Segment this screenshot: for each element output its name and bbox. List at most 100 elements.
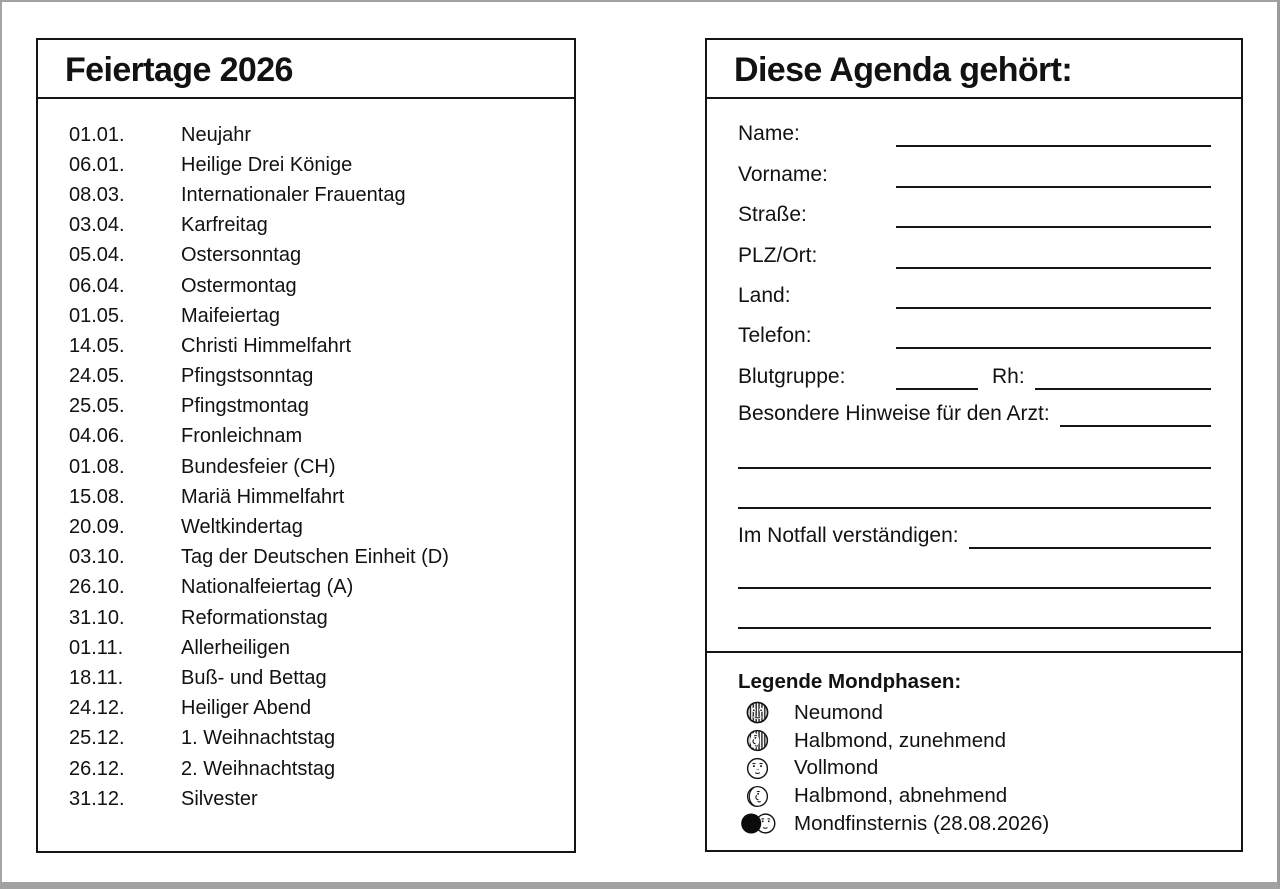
moon-legend-rows: Neumond Halbmond, zunehmend Vollmond Hal… [707, 699, 1241, 837]
form-row: Name: [738, 112, 1211, 152]
form-row: Land: [738, 274, 1211, 314]
holiday-row: 20.09. Weltkindertag [69, 512, 558, 542]
holiday-row: 03.10. Tag der Deutschen Einheit (D) [69, 543, 558, 573]
holiday-name: Karfreitag [181, 214, 268, 237]
holiday-name: 2. Weihnachtstag [181, 757, 336, 780]
holiday-date: 26.10. [69, 576, 125, 599]
holiday-date: 06.04. [69, 274, 125, 297]
holiday-row: 18.11. Buß- und Bettag [69, 663, 558, 693]
holiday-name: 1. Weihnachtstag [181, 727, 336, 750]
waning-half-moon-icon [746, 785, 776, 808]
holiday-name: Silvester [181, 787, 258, 810]
simple-field-rows: Name: Vorname: Straße: PLZ/Ort: [738, 112, 1211, 354]
fill-line [738, 587, 1211, 590]
fill-line [896, 306, 1211, 309]
holiday-date: 24.05. [69, 365, 125, 388]
form-row: Vorname: [738, 152, 1211, 192]
holiday-row: 15.08. Mariä Himmelfahrt [69, 482, 558, 512]
holiday-name: Heilige Drei Könige [181, 153, 353, 176]
holiday-name: Internationaler Frauentag [181, 183, 406, 206]
holiday-list: 01.01. Neujahr 06.01. Heilige Drei König… [38, 99, 574, 814]
blood-group-label: Blutgruppe: [738, 364, 846, 388]
holidays-title: Feiertage 2026 [38, 40, 574, 99]
holiday-date: 05.04. [69, 244, 125, 267]
emergency-row: Im Notfall verständigen: [738, 514, 1211, 554]
moon-phase-label: Neumond [794, 700, 883, 724]
holiday-name: Tag der Deutschen Einheit (D) [181, 546, 449, 569]
holiday-row: 26.10. Nationalfeiertag (A) [69, 573, 558, 603]
fill-line [896, 145, 1211, 148]
full-moon-icon [746, 757, 776, 780]
holiday-date: 03.10. [69, 546, 125, 569]
emergency-extra-line-2 [738, 594, 1211, 634]
holiday-date: 15.08. [69, 485, 125, 508]
form-row: Straße: [738, 193, 1211, 233]
blood-group-row: Blutgruppe: Rh: [738, 354, 1211, 394]
rh-label: Rh: [992, 364, 1025, 388]
doctor-notes-extra-line-2 [738, 474, 1211, 514]
holiday-row: 01.11. Allerheiligen [69, 633, 558, 663]
holiday-row: 08.03. Internationaler Frauentag [69, 180, 558, 210]
holiday-row: 31.10. Reformationstag [69, 603, 558, 633]
waxing-half-moon-icon [746, 729, 776, 752]
moon-legend: Legende Mondphasen: Neumond Halbmond, zu… [707, 651, 1241, 837]
moon-legend-title: Legende Mondphasen: [738, 670, 962, 694]
holiday-row: 31.12. Silvester [69, 784, 558, 814]
holiday-date: 31.10. [69, 606, 125, 629]
fill-line [896, 185, 1211, 188]
holiday-date: 04.06. [69, 425, 125, 448]
holiday-row: 24.12. Heiliger Abend [69, 694, 558, 724]
holiday-date: 25.12. [69, 727, 125, 750]
holiday-date: 14.05. [69, 334, 125, 357]
field-label: Vorname: [738, 162, 828, 186]
moon-phase-label: Halbmond, zunehmend [794, 728, 1006, 752]
holiday-date: 24.12. [69, 697, 125, 720]
moon-legend-row: Neumond [746, 699, 1241, 727]
doctor-notes-row: Besondere Hinweise für den Arzt: [738, 395, 1211, 432]
fill-line [738, 627, 1211, 630]
holiday-date: 01.05. [69, 304, 125, 327]
holiday-date: 06.01. [69, 153, 125, 176]
doctor-notes-extra-line-1 [738, 432, 1211, 474]
moon-phase-label: Mondfinsternis (28.08.2026) [794, 811, 1050, 835]
moon-legend-row: Mondfinsternis (28.08.2026) [741, 810, 1241, 838]
field-label: Telefon: [738, 324, 812, 348]
holiday-row: 14.05. Christi Himmelfahrt [69, 331, 558, 361]
holiday-name: Ostermontag [181, 274, 297, 297]
emergency-label: Im Notfall verständigen: [738, 524, 959, 548]
form-row: PLZ/Ort: [738, 233, 1211, 273]
holiday-name: Pfingstmontag [181, 395, 309, 418]
holiday-date: 08.03. [69, 183, 125, 206]
holiday-row: 04.06. Fronleichnam [69, 422, 558, 452]
blood-group-line [896, 387, 978, 390]
holiday-row: 05.04. Ostersonntag [69, 241, 558, 271]
moon-legend-row: Halbmond, zunehmend [746, 727, 1241, 755]
holiday-name: Allerheiligen [181, 636, 290, 659]
holiday-name: Ostersonntag [181, 244, 302, 267]
holiday-name: Heiliger Abend [181, 697, 312, 720]
fill-line [896, 266, 1211, 269]
fill-line [896, 347, 1211, 350]
form-row: Telefon: [738, 314, 1211, 354]
holiday-row: 01.01. Neujahr [69, 120, 558, 150]
holiday-date: 20.09. [69, 516, 125, 539]
holiday-row: 25.05. Pfingstmontag [69, 392, 558, 422]
holiday-row: 24.05. Pfingstsonntag [69, 362, 558, 392]
holiday-row: 03.04. Karfreitag [69, 211, 558, 241]
moon-phase-label: Halbmond, abnehmend [794, 784, 1008, 808]
holiday-name: Fronleichnam [181, 425, 303, 448]
holiday-name: Buß- und Bettag [181, 666, 327, 689]
holiday-date: 26.12. [69, 757, 125, 780]
holiday-name: Reformationstag [181, 606, 328, 629]
owner-panel: Diese Agenda gehört: Name: Vorname: Stra… [705, 38, 1243, 852]
holiday-name: Neujahr [181, 123, 252, 146]
lunar-eclipse-icon [741, 812, 776, 835]
holiday-row: 06.01. Heilige Drei Könige [69, 150, 558, 180]
holiday-date: 01.01. [69, 123, 125, 146]
field-label: Land: [738, 283, 791, 307]
doctor-notes-line [1059, 424, 1211, 427]
moon-phase-label: Vollmond [794, 756, 879, 780]
holiday-row: 26.12. 2. Weihnachtstag [69, 754, 558, 784]
moon-legend-row: Vollmond [746, 755, 1241, 783]
holiday-name: Pfingstsonntag [181, 365, 314, 388]
